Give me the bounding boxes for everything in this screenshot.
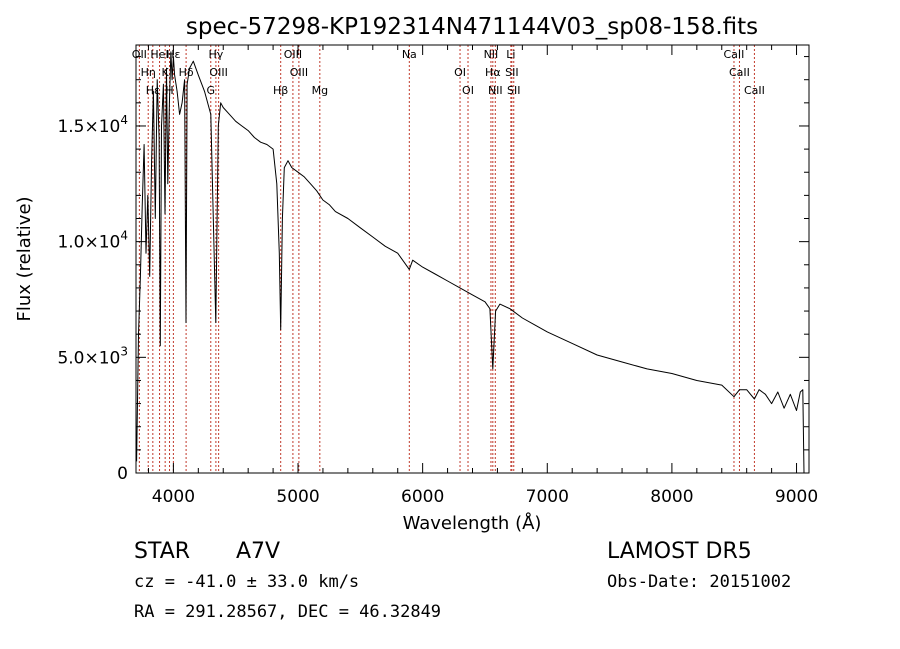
spectral-line-label: K: [162, 66, 170, 79]
spectral-line-label: NII: [488, 84, 503, 97]
survey-name: LAMOST DR5: [607, 539, 752, 564]
spectral-line-label: HeI: [150, 48, 168, 61]
object-class: STAR: [134, 539, 191, 564]
spectral-line-label: OIII: [209, 66, 227, 79]
y-tick-label: 5.0×103: [57, 344, 128, 368]
spectral-line-label: NII: [484, 48, 499, 61]
spectral-line-label: CaII: [724, 48, 745, 61]
y-tick-label: 1.0×104: [57, 229, 128, 253]
y-tick-label: 0: [117, 464, 128, 484]
spectral-line-label: Na: [402, 48, 417, 61]
x-tick-label: 7000: [526, 487, 569, 507]
spectral-line-label: Hβ: [273, 84, 288, 97]
spectral-line-label: Hα: [485, 66, 501, 79]
spectrum-line: [136, 51, 805, 474]
spectral-line-label: OIII: [290, 66, 308, 79]
spectral-line-label: OI: [454, 66, 466, 79]
x-tick-label: 4000: [152, 487, 195, 507]
spectral-line-label: CaII: [744, 84, 765, 97]
x-tick-label: 6000: [401, 487, 444, 507]
spectral-line-label: OII: [132, 48, 147, 61]
y-tick-label: 1.5×104: [57, 113, 128, 137]
x-tick-label: 8000: [650, 487, 693, 507]
ra-dec-coordinates: RA = 291.28567, DEC = 46.32849: [134, 602, 442, 622]
x-tick-label: 5000: [276, 487, 319, 507]
redshift-cz: cz = -41.0 ± 33.0 km/s: [134, 572, 360, 592]
spectral-line-label: OI: [462, 84, 474, 97]
spectral-line-label: Hε: [146, 84, 160, 97]
spectral-line-label: Mg: [312, 84, 328, 97]
y-axis-label: Flux (relative): [14, 196, 35, 321]
spectral-line-label: Hη: [141, 66, 156, 79]
x-tick-label: 9000: [775, 487, 818, 507]
spectral-line-label: CaII: [729, 66, 750, 79]
spectral-line-label: G: [207, 84, 216, 97]
observation-date: Obs-Date: 20151002: [607, 572, 792, 592]
spectral-line-label: SII: [507, 84, 520, 97]
chart-title: spec-57298-KP192314N471144V03_sp08-158.f…: [186, 14, 758, 40]
spectral-line-label: Hδ: [179, 66, 194, 79]
spectral-line-label: Li: [506, 48, 515, 61]
plot-frame: [135, 44, 810, 474]
spectral-line-label: SII: [505, 66, 518, 79]
spectral-line-label: OIII: [284, 48, 302, 61]
spectral-line-label: Hγ: [208, 48, 223, 61]
x-axis-label: Wavelength (Å): [403, 512, 542, 534]
object-subclass: A7V: [236, 539, 281, 564]
